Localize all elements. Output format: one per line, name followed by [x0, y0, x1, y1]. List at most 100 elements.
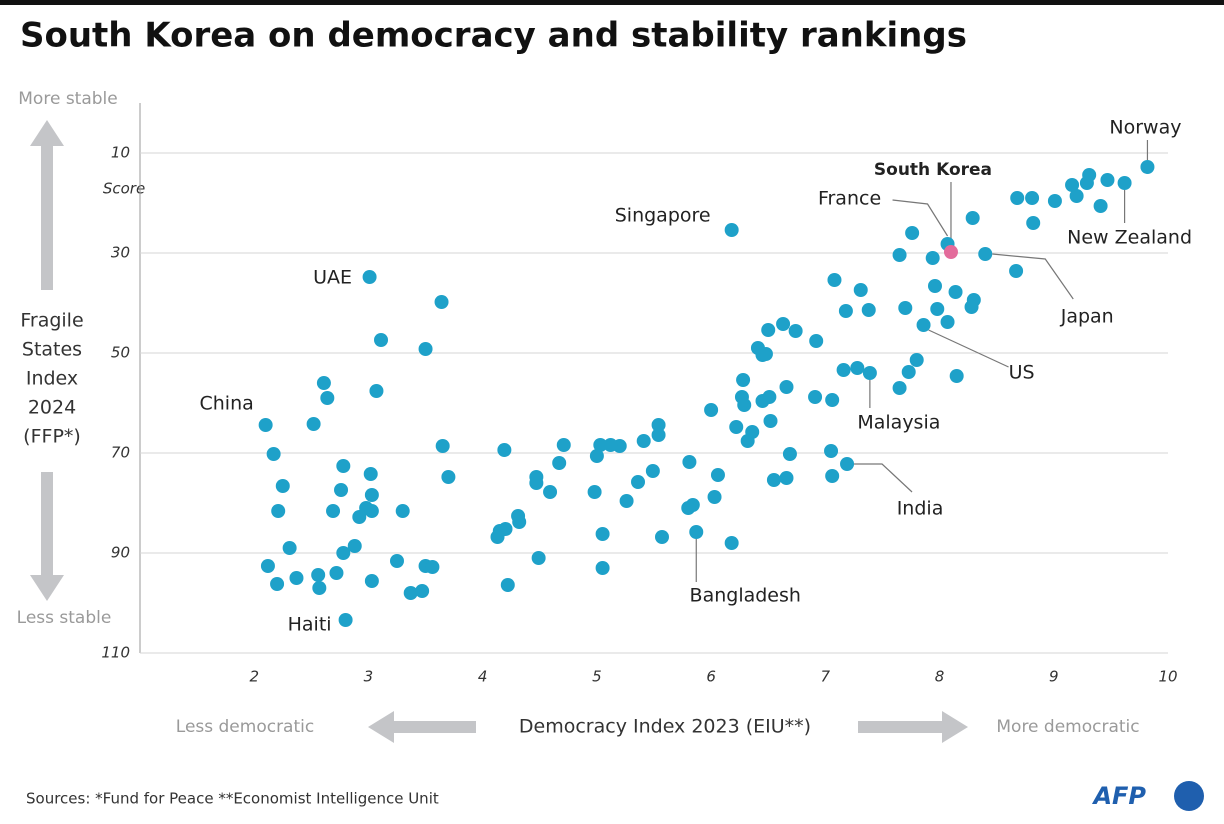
leader-line: [992, 253, 1074, 300]
point: [603, 438, 618, 452]
point-label: South Korea: [874, 160, 992, 180]
y-axis-title-line: States: [22, 339, 82, 361]
point: [808, 390, 823, 404]
point: [362, 270, 377, 284]
point: [441, 470, 456, 484]
point: [1065, 178, 1080, 192]
point: [334, 483, 349, 497]
leader-line: [928, 329, 1009, 368]
point: [395, 504, 410, 518]
point: [260, 559, 275, 573]
point: [724, 223, 739, 237]
point: [266, 447, 281, 461]
point: [497, 443, 512, 457]
point: [619, 494, 634, 508]
point: [556, 438, 571, 452]
point: [836, 363, 851, 377]
y-top-note: More stable: [18, 89, 117, 109]
point: [763, 414, 778, 428]
point: [390, 554, 404, 568]
point: [1117, 176, 1132, 190]
point: [500, 578, 515, 592]
point: [853, 283, 868, 297]
chart-title: South Korea on democracy and stability r…: [20, 16, 967, 56]
point: [682, 455, 697, 469]
y-axis-title-line: (FFP*): [23, 426, 81, 448]
y-tick-label: 70: [111, 444, 130, 462]
point: [347, 539, 362, 553]
y-bottom-note: Less stable: [17, 608, 112, 628]
point: [909, 353, 924, 367]
point: [306, 417, 321, 431]
point-label: India: [897, 498, 944, 520]
point-label: France: [818, 188, 881, 210]
point: [809, 334, 824, 348]
point: [552, 456, 567, 470]
point: [1025, 191, 1040, 205]
point: [724, 536, 739, 550]
point: [755, 394, 770, 408]
point: [840, 457, 855, 471]
point: [593, 438, 608, 452]
point: [364, 504, 379, 518]
point-label: Haiti: [288, 614, 332, 636]
point: [369, 384, 384, 398]
point-label: Japan: [1060, 306, 1114, 328]
point: [782, 447, 797, 461]
point: [1009, 264, 1024, 278]
point: [901, 365, 916, 379]
point-label: China: [200, 393, 254, 415]
point: [275, 479, 290, 493]
logo: AFP: [1091, 782, 1146, 810]
point: [861, 303, 876, 317]
y-axis-title-line: 2024: [28, 397, 76, 419]
point: [943, 245, 958, 259]
point: [587, 485, 602, 499]
point: [949, 369, 964, 383]
point: [892, 381, 907, 395]
x-left-note: Less democratic: [176, 717, 314, 737]
point: [336, 459, 351, 473]
x-tick-label: 5: [592, 668, 602, 686]
x-tick-label: 9: [1049, 668, 1059, 686]
point: [258, 418, 273, 432]
point: [434, 295, 449, 309]
point-label: Singapore: [615, 205, 711, 227]
point: [825, 393, 840, 407]
point: [758, 347, 773, 361]
point: [898, 301, 913, 315]
point: [1140, 160, 1155, 174]
point: [681, 501, 696, 515]
point: [916, 318, 931, 332]
point: [940, 315, 955, 329]
point: [512, 515, 527, 529]
point: [435, 439, 450, 453]
point: [779, 380, 794, 394]
y-axis-title: Fragile States Index 2024 (FFP*): [20, 310, 83, 448]
point: [531, 551, 546, 565]
point: [271, 504, 286, 518]
x-tick-label: 2: [249, 668, 259, 686]
point: [930, 302, 945, 316]
point: [1082, 168, 1097, 182]
point: [838, 304, 853, 318]
x-tick-label: 6: [706, 668, 716, 686]
point: [651, 428, 666, 442]
x-tick-label: 8: [935, 668, 945, 686]
point: [905, 226, 920, 240]
point: [320, 391, 335, 405]
point: [595, 561, 610, 575]
point-label: New Zealand: [1067, 227, 1192, 249]
left-arrow: [368, 711, 476, 743]
point: [1093, 199, 1108, 213]
y-axis-title-line: Index: [26, 368, 78, 390]
point-label: Norway: [1109, 117, 1181, 139]
up-arrow: [30, 120, 64, 290]
point: [631, 475, 646, 489]
point: [1100, 173, 1115, 187]
leader-line: [854, 463, 913, 493]
point: [1010, 191, 1025, 205]
point: [374, 333, 389, 347]
point: [740, 434, 755, 448]
